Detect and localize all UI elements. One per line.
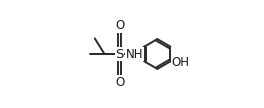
Text: NH: NH xyxy=(126,48,143,60)
Text: S: S xyxy=(115,48,124,60)
Text: O: O xyxy=(115,76,124,89)
Text: OH: OH xyxy=(171,56,189,69)
Text: O: O xyxy=(115,19,124,32)
